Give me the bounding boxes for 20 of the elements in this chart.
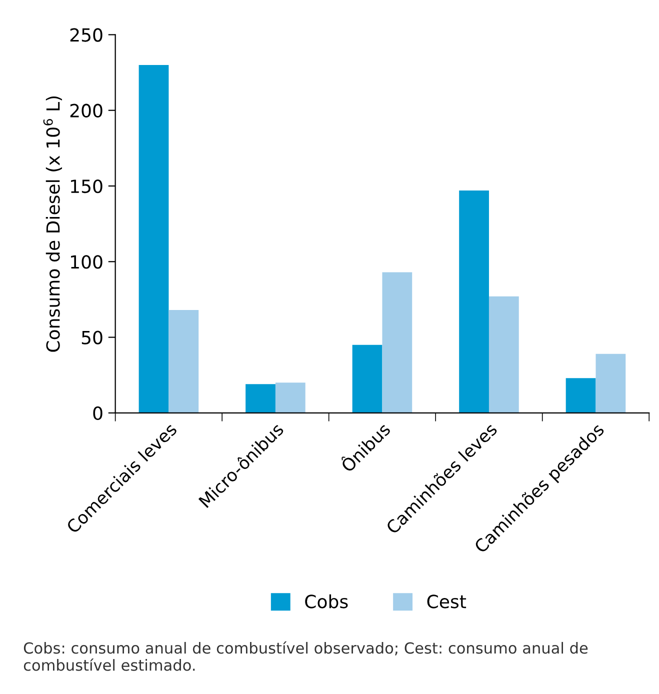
bar xyxy=(275,382,306,413)
y-tick-label: 100 xyxy=(71,255,102,269)
y-tick-label: 150 xyxy=(71,179,102,194)
y-axis-title: Consumo de Diesel (x 10$^{6}$ L) xyxy=(43,96,62,352)
y-tick-label: 200 xyxy=(70,104,102,118)
y-tick-label: 50 xyxy=(82,330,102,344)
y-tick-label: 0 xyxy=(93,406,102,420)
bar xyxy=(488,296,519,413)
bar xyxy=(138,64,169,413)
bar xyxy=(459,190,489,413)
bar xyxy=(382,272,412,413)
legend-label: Cest xyxy=(427,594,466,608)
y-tick-label: 250 xyxy=(70,28,102,42)
bar xyxy=(566,378,596,413)
text: Cobs: consumo anual de combustível observado; Cest: consumo anual de combustível estimado. xyxy=(24,641,588,671)
bar xyxy=(168,310,199,413)
bar xyxy=(352,344,382,413)
legend-label: Cobs xyxy=(305,594,348,608)
bar xyxy=(246,384,276,413)
bar xyxy=(596,354,626,413)
